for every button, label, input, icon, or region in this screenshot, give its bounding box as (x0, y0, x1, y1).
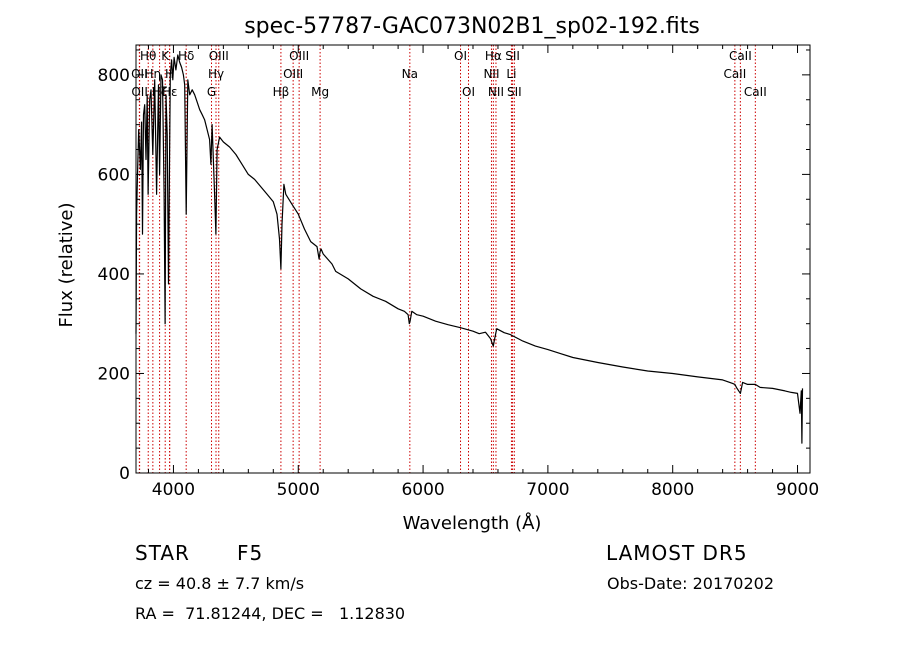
spectral-line-label: CaII (723, 67, 746, 81)
spectral-line-label: OII (131, 85, 148, 99)
spectral-line-label: H (165, 67, 174, 81)
x-tick-label: 6000 (401, 480, 444, 500)
spectral-line-label: Hγ (208, 67, 224, 81)
spectral-line-markers (138, 45, 756, 473)
x-tick-label: 5000 (277, 480, 320, 500)
y-tick-label: 600 (98, 165, 130, 185)
chart-title: spec-57787-GAC073N02B1_sp02-192.fits (244, 14, 700, 39)
spectral-line-label: SII (505, 49, 520, 63)
y-tick-label: 200 (98, 364, 130, 384)
spectral-line-label: OIII (289, 49, 309, 63)
y-axis-ticks: 0 200 400 600 800 (98, 49, 810, 484)
y-tick-label: 0 (119, 464, 130, 484)
spectrum-line (135, 54, 804, 444)
redshift-text: cz = 40.8 ± 7.7 km/s (135, 574, 305, 593)
spectral-line-label: SII (507, 85, 522, 99)
spectral-line-label: OIII (209, 49, 229, 63)
coordinates-text: RA = 71.81244, DEC = 1.12830 (135, 604, 406, 623)
spectral-line-label: Hβ (273, 85, 290, 99)
x-tick-label: 7000 (526, 480, 569, 500)
x-axis-ticks: 4000 5000 6000 7000 8000 9000 (147, 45, 819, 500)
spectral-line-label: CaII (744, 85, 767, 99)
spectral-line-label: OI (454, 49, 467, 63)
spectrum-series (135, 54, 804, 444)
y-tick-label: 800 (98, 66, 130, 86)
y-tick-label: 400 (98, 265, 130, 285)
spectral-line-label: OII (131, 67, 148, 81)
x-tick-label: 9000 (776, 480, 819, 500)
spectral-line-label: Li (506, 67, 516, 81)
x-axis-label: Wavelength (Å) (403, 512, 542, 534)
object-subclass: F5 (237, 541, 264, 565)
spectral-line-label: Hδ (178, 49, 194, 63)
survey-name: LAMOST DR5 (606, 541, 748, 565)
spectral-line-label: K (161, 49, 170, 63)
spectral-line-label: NII (483, 67, 499, 81)
spectral-line-label: OI (462, 85, 475, 99)
x-tick-label: 4000 (152, 480, 195, 500)
spectral-line-label: G (207, 85, 216, 99)
object-class: STAR (135, 541, 190, 565)
spectral-line-label: Hα (485, 49, 502, 63)
obs-date-text: Obs-Date: 20170202 (607, 574, 775, 593)
plot-frame (135, 44, 811, 474)
spectral-line-label: OIII (283, 67, 303, 81)
spectral-line-label: Mg (311, 85, 329, 99)
spectral-line-label: Na (402, 67, 418, 81)
spectral-line-label: NII (488, 85, 504, 99)
spectral-line-label: Hη (145, 67, 162, 81)
x-tick-label: 8000 (651, 480, 694, 500)
y-axis-label: Flux (relative) (56, 202, 77, 327)
spectral-line-label: CaII (729, 49, 752, 63)
spectral-line-label: Hζ (152, 85, 168, 99)
spectral-line-label: Hθ (140, 49, 156, 63)
